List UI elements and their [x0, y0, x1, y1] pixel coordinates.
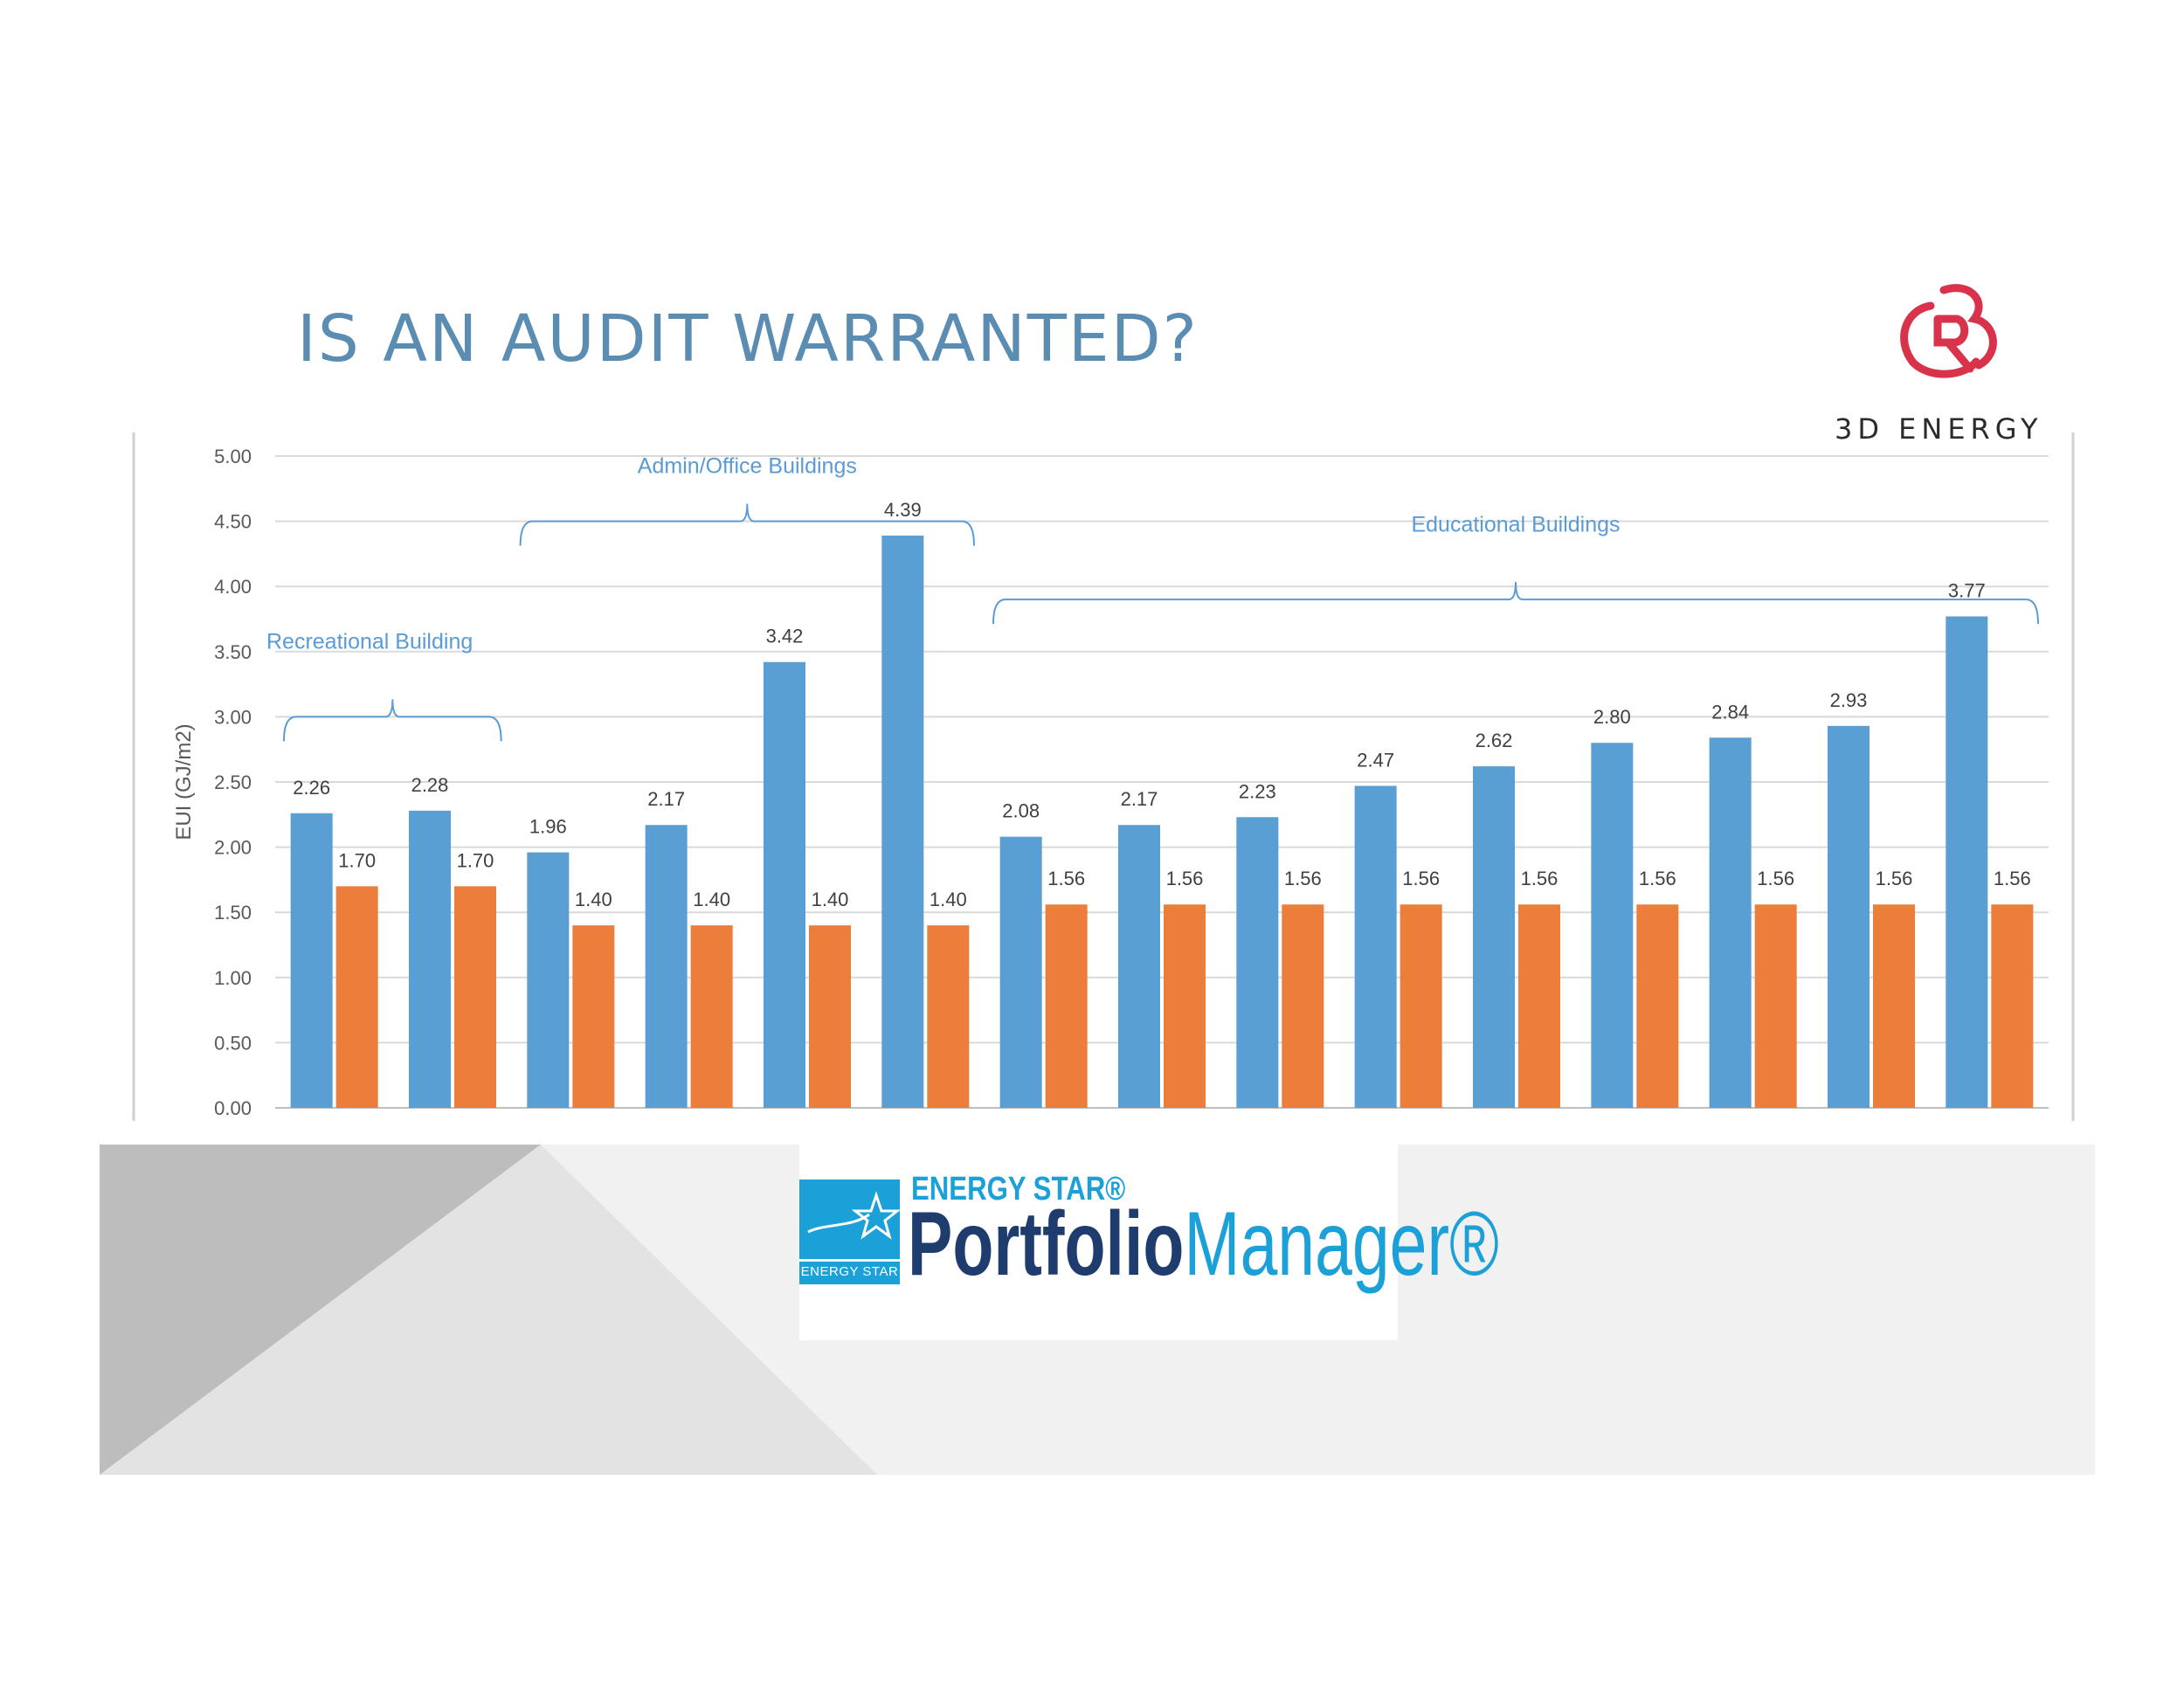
data-label-orange: 1.40: [575, 889, 612, 910]
data-label-orange: 1.56: [1166, 868, 1204, 889]
data-label-blue: 2.47: [1357, 749, 1394, 771]
y-tick-label: 2.50: [214, 771, 252, 793]
bar-orange: [1991, 904, 2034, 1108]
y-tick-label: 4.00: [214, 576, 252, 598]
bar-blue: [1473, 766, 1515, 1108]
data-label-orange: 1.56: [1994, 868, 2031, 889]
y-axis-label: EUI (GJ/m2): [172, 723, 196, 840]
data-label-blue: 2.84: [1711, 701, 1749, 723]
3d-energy-monogram-icon: [1900, 284, 1997, 378]
bar-orange: [927, 925, 970, 1108]
data-label-blue: 2.28: [411, 774, 449, 796]
group-brace: [519, 503, 975, 546]
data-label-orange: 1.40: [812, 889, 849, 910]
y-tick-label: 5.00: [214, 446, 252, 467]
bar-blue: [1354, 785, 1397, 1108]
bar-blue: [1236, 817, 1279, 1108]
data-label-orange: 1.56: [1402, 868, 1440, 889]
data-label-blue: 4.39: [884, 499, 922, 521]
bar-orange: [1518, 904, 1560, 1108]
data-label-orange: 1.56: [1757, 868, 1794, 889]
y-tick-label: 3.50: [214, 641, 252, 663]
bar-blue: [881, 536, 924, 1108]
bar-blue: [1709, 737, 1752, 1108]
data-label-blue: 2.62: [1476, 730, 1513, 751]
energy-star-heading: ENERGY STAR®: [911, 1171, 1126, 1207]
bar-blue: [645, 825, 688, 1108]
bar-blue: [1946, 616, 1988, 1108]
data-label-orange: 1.56: [1876, 868, 1913, 889]
y-tick-label: 3.00: [214, 706, 252, 728]
group-annotation-label: Educational Buildings: [1411, 512, 1620, 536]
badge-label: ENERGY STAR: [800, 1264, 899, 1279]
data-label-blue: 2.17: [647, 788, 685, 810]
slide-title: IS AN AUDIT WARRANTED?: [297, 301, 1199, 377]
y-tick-label: 1.50: [214, 902, 252, 924]
bar-orange: [1164, 904, 1206, 1108]
data-label-orange: 1.56: [1047, 868, 1085, 889]
bar-orange: [1282, 904, 1324, 1108]
bar-blue: [764, 661, 805, 1108]
data-label-blue: 2.17: [1121, 788, 1158, 810]
decorative-triangle: [100, 1145, 877, 1475]
data-label-blue: 1.96: [529, 816, 567, 838]
bar-orange: [572, 925, 615, 1108]
badge-divider: [799, 1259, 900, 1262]
data-label-blue: 2.80: [1593, 706, 1631, 728]
bar-blue: [290, 813, 333, 1108]
bar-orange: [1400, 904, 1442, 1108]
bar-orange: [1873, 904, 1915, 1108]
data-label-blue: 3.42: [766, 626, 804, 647]
data-label-orange: 1.70: [457, 849, 494, 871]
data-label-blue: 2.93: [1830, 689, 1868, 711]
y-tick-label: 0.00: [214, 1097, 252, 1119]
data-label-orange: 1.56: [1521, 868, 1559, 889]
bar-blue: [1591, 743, 1634, 1108]
logo-wordmark: 3D ENERGY: [1835, 412, 2043, 446]
bar-orange: [454, 886, 496, 1108]
manager-text: Manager®: [1184, 1193, 1499, 1295]
y-tick-label: 0.50: [214, 1032, 252, 1054]
y-tick-label: 4.50: [214, 511, 252, 533]
bar-blue: [999, 836, 1042, 1108]
data-label-blue: 2.26: [293, 777, 330, 799]
portfolio-manager-wordmark: PortfolioManager®: [908, 1199, 1499, 1290]
data-label-blue: 3.77: [1948, 580, 1986, 602]
energy-star-badge-icon: ENERGY STAR: [799, 1180, 900, 1284]
bar-orange: [335, 886, 378, 1108]
data-label-orange: 1.70: [338, 849, 376, 871]
group-annotation-label: Recreational Building: [266, 630, 473, 654]
bar-orange: [809, 925, 851, 1108]
bar-blue: [1118, 825, 1160, 1108]
bar-blue: [409, 810, 451, 1108]
data-label-orange: 1.40: [693, 889, 730, 910]
group-annotation-label: Admin/Office Buildings: [638, 453, 857, 478]
y-tick-label: 2.00: [214, 837, 252, 859]
bar-orange: [690, 925, 733, 1108]
data-label-blue: 2.23: [1239, 780, 1276, 802]
bar-orange: [1754, 904, 1797, 1108]
group-brace: [283, 699, 502, 742]
bar-blue: [527, 852, 570, 1108]
data-label-orange: 1.56: [1639, 868, 1676, 889]
data-label-blue: 2.08: [1002, 800, 1040, 822]
bar-orange: [1045, 904, 1088, 1108]
energy-star-portfolio-manager-logo: ENERGY STAR ENERGY STAR® PortfolioManage…: [799, 1145, 1499, 1340]
portfolio-text: Portfolio: [908, 1193, 1185, 1295]
data-label-orange: 1.40: [930, 889, 967, 910]
y-tick-label: 1.00: [214, 967, 252, 989]
bar-blue: [1828, 725, 1870, 1108]
group-brace: [992, 582, 2039, 625]
data-label-orange: 1.56: [1284, 868, 1322, 889]
bar-orange: [1636, 904, 1679, 1108]
